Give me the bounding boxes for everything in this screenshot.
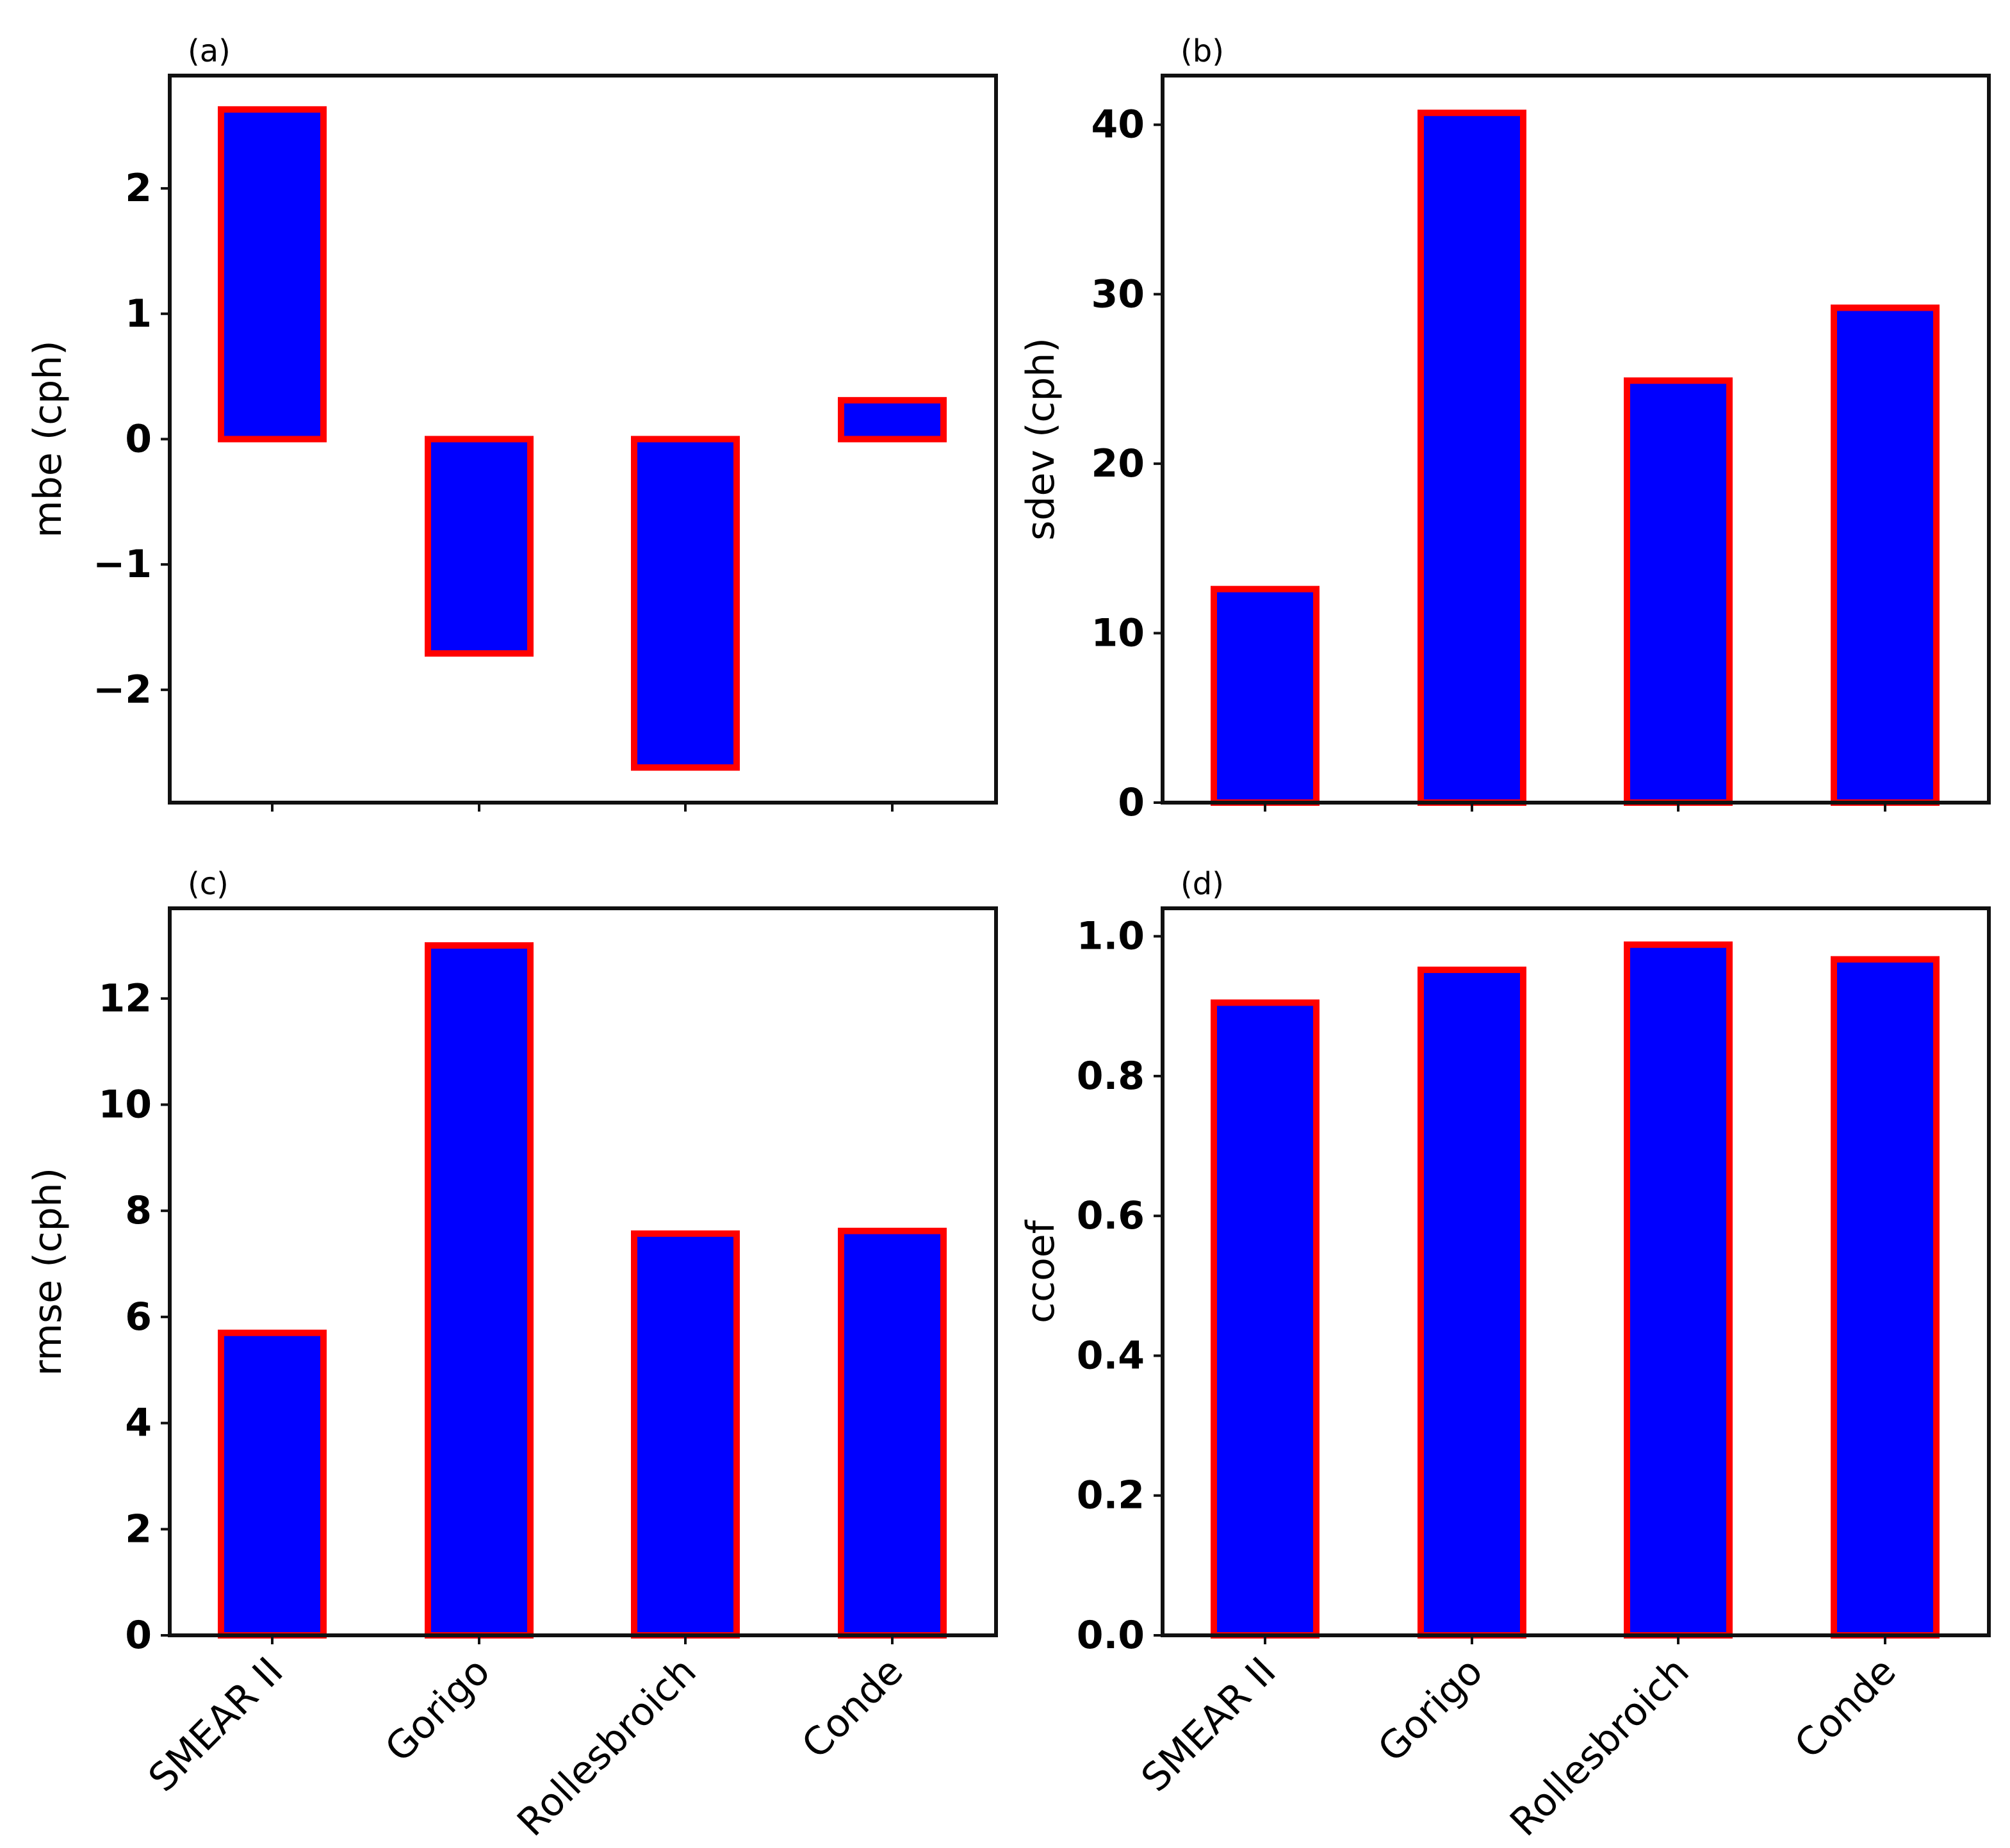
chart-panel-b: 0 10 20 30 40 sdev (cph) (b)	[1018, 33, 1991, 825]
y-tick-label: 2	[125, 166, 152, 211]
y-tick-label: 10	[99, 1083, 152, 1127]
x-category-label: SMEAR II	[140, 1649, 292, 1801]
y-tick-label: 30	[1091, 272, 1145, 316]
bar-rollesbroich	[1624, 941, 1733, 1639]
y-axis-label: mbe (cph)	[26, 340, 70, 537]
bar-gorigo	[1418, 110, 1526, 806]
y-tick-label: 20	[1091, 441, 1145, 486]
x-category-label: Gorigo	[1369, 1649, 1491, 1770]
plot-frame	[1161, 906, 1991, 1637]
bar-rollesbroich	[1624, 377, 1733, 806]
panel-label: (a)	[188, 33, 231, 69]
x-category-label: Conde	[1786, 1649, 1905, 1767]
y-tick-label: 10	[1091, 610, 1145, 655]
y-tick-label: 0.8	[1077, 1054, 1145, 1099]
bar-gorigo	[425, 942, 534, 1639]
y-axis-label: ccoef	[1018, 1219, 1063, 1323]
bar-smear-ii	[1211, 585, 1320, 806]
plot-frame	[1161, 74, 1991, 805]
x-category-label: Gorigo	[377, 1649, 498, 1770]
y-tick-label: −2	[93, 667, 152, 712]
y-tick-label: 0	[125, 1613, 152, 1658]
y-tick-label: −1	[93, 542, 152, 587]
x-category-label: Rollesbroich	[509, 1649, 705, 1845]
y-tick-label: 2	[125, 1507, 152, 1551]
y-tick-label: 0.2	[1077, 1473, 1145, 1518]
y-tick-label: 12	[99, 976, 152, 1021]
y-tick-label: 40	[1091, 102, 1145, 147]
x-category-label: SMEAR II	[1133, 1649, 1285, 1801]
y-axis-label: sdev (cph)	[1018, 338, 1063, 541]
y-axis-label: rmse (cph)	[26, 1168, 70, 1376]
y-tick-label: 0	[125, 417, 152, 462]
y-tick-label: 0	[1118, 780, 1145, 825]
y-tick-label: 8	[125, 1188, 152, 1233]
bar-smear-ii	[218, 1329, 327, 1639]
bar-smear-ii	[1211, 999, 1320, 1639]
chart-panel-d: 0.0 0.2 0.4 0.6 0.8 1.0 SMEAR II Gorigo Rollesbr…	[1018, 866, 1991, 1845]
bar-rollesbroich	[631, 1230, 740, 1639]
y-tick-label: 1.0	[1077, 914, 1145, 959]
bar-conde	[1831, 304, 1940, 806]
y-tick-label: 1	[125, 291, 152, 336]
chart-panel-a: −2 −1 0 1 2 mbe (cph) (a)	[26, 33, 998, 812]
y-tick-label: 4	[125, 1401, 152, 1446]
chart-panel-c: 0 2 4 6 8 10 12 SMEAR II Gorigo Rollesbroich Conde…	[26, 866, 998, 1845]
plot-frame	[168, 906, 998, 1637]
y-tick-label: 6	[125, 1295, 152, 1339]
bar-gorigo	[1418, 967, 1526, 1639]
y-tick-label: 0.0	[1077, 1613, 1145, 1658]
bar-conde	[1831, 956, 1940, 1639]
panel-label: (b)	[1181, 33, 1224, 69]
x-category-label: Rollesbroich	[1501, 1649, 1697, 1845]
bar-conde	[838, 397, 947, 443]
y-tick-label: 0.6	[1077, 1193, 1145, 1238]
panel-label: (d)	[1181, 866, 1224, 902]
bar-conde	[838, 1227, 947, 1639]
panel-label: (c)	[188, 866, 229, 902]
bar-gorigo	[425, 436, 534, 657]
x-category-label: Conde	[794, 1649, 912, 1767]
bar-smear-ii	[218, 106, 327, 443]
bar-rollesbroich	[631, 436, 740, 771]
y-tick-label: 0.4	[1077, 1333, 1145, 1378]
